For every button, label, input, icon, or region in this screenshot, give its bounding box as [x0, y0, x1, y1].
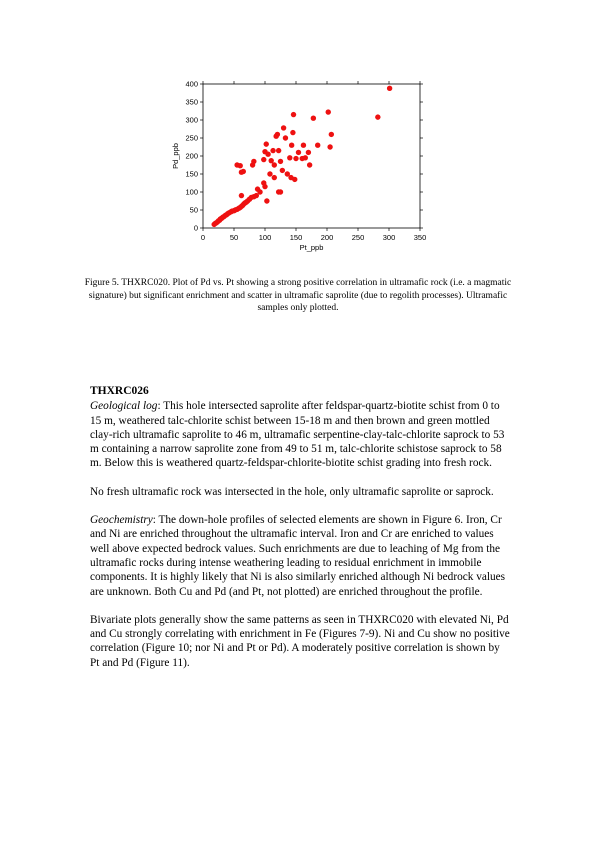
data-point-47 — [271, 162, 277, 168]
data-point-51 — [275, 147, 282, 154]
data-point-68 — [300, 142, 307, 148]
data-point-50 — [274, 131, 281, 138]
chart-svg: 0 50 100 150 200 250 300 350 0 50 100 150 200 250 300 3… — [171, 80, 427, 252]
data-point-77 — [375, 114, 381, 120]
data-point-72 — [310, 115, 317, 121]
section-heading: THXRC026 — [90, 385, 149, 397]
x-tick-label-2: 100 — [259, 233, 272, 242]
data-point-33 — [237, 163, 243, 169]
data-point-71 — [306, 162, 313, 168]
data-point-75 — [327, 144, 333, 150]
data-point-79 — [264, 198, 270, 204]
y-tick-label-4: 200 — [185, 152, 198, 161]
plot-frame — [202, 83, 421, 229]
data-point-30 — [253, 192, 260, 199]
y-tick-label-7: 350 — [185, 98, 198, 107]
data-point-45 — [268, 157, 274, 164]
geological-log-paragraph: Geological log: This hole intersected sa… — [90, 399, 510, 470]
data-point-48 — [271, 174, 277, 181]
x-tick-label-1: 50 — [230, 233, 238, 242]
bivariate-paragraph: Bivariate plots generally show the same … — [90, 613, 510, 669]
data-point-35 — [240, 168, 246, 175]
data-point-53 — [277, 189, 284, 195]
x-axis-label: Pt_ppb — [300, 243, 324, 252]
x-tick-label-7: 350 — [414, 233, 427, 242]
data-point-62 — [290, 129, 296, 136]
no-fresh-rock-paragraph: No fresh ultramafic rock was intersected… — [90, 485, 494, 498]
y-tick-label-0: 0 — [194, 224, 198, 233]
data-point-39 — [262, 183, 268, 190]
section-thxrc026: THXRC026 Geological log: This hole inter… — [90, 384, 510, 684]
y-tick-label-3: 150 — [185, 170, 198, 179]
data-point-73 — [315, 142, 321, 148]
data-point-76 — [328, 131, 335, 138]
scatter-chart: 0 50 100 150 200 250 300 350 0 50 100 150 200 250 300 3… — [160, 72, 440, 262]
geological-log-label: Geological log — [90, 400, 158, 413]
x-tick-label-5: 250 — [352, 233, 365, 242]
data-point-74 — [325, 109, 331, 115]
data-point-81 — [257, 189, 263, 195]
data-point-55 — [279, 167, 286, 174]
data-point-57 — [282, 135, 289, 141]
geochemistry-label: Geochemistry — [90, 514, 153, 527]
geochemistry-paragraph: Geochemistry: The down-hole profiles of … — [90, 513, 510, 599]
data-point-43 — [265, 151, 271, 157]
data-point-59 — [287, 155, 293, 161]
x-tick-label-6: 300 — [383, 233, 396, 242]
data-point-78 — [386, 85, 393, 92]
data-point-37 — [251, 158, 257, 165]
data-point-31 — [238, 192, 245, 199]
data-point-54 — [277, 158, 284, 165]
data-point-63 — [290, 111, 297, 118]
data-point-58 — [284, 171, 291, 177]
x-tick-label-3: 150 — [290, 233, 303, 242]
data-point-66 — [295, 149, 302, 156]
y-tick-label-1: 50 — [190, 206, 198, 215]
data-point-44 — [267, 171, 273, 177]
data-point-46 — [270, 147, 276, 154]
figure-caption: Figure 5. THXRC020. Plot of Pd vs. Pt sh… — [84, 278, 512, 313]
geological-log-text: : This hole intersected saprolite after … — [90, 400, 505, 470]
y-tick-label-2: 100 — [185, 188, 198, 197]
data-point-65 — [293, 155, 299, 162]
data-point-69 — [302, 155, 308, 161]
geochemistry-text: : The down-hole profiles of selected ele… — [90, 514, 506, 598]
data-point-40 — [261, 156, 267, 163]
y-axis-label: Pd_ppb — [171, 143, 180, 169]
y-tick-label-8: 400 — [185, 80, 198, 89]
data-point-64 — [292, 176, 298, 183]
y-tick-label-6: 300 — [185, 116, 198, 125]
data-point-61 — [288, 142, 295, 148]
data-point-42 — [263, 141, 269, 147]
x-tick-label-4: 200 — [321, 233, 334, 242]
x-tick-label-0: 0 — [201, 233, 205, 242]
y-tick-label-5: 250 — [185, 134, 198, 143]
data-point-56 — [280, 125, 287, 131]
data-point-70 — [305, 149, 312, 156]
